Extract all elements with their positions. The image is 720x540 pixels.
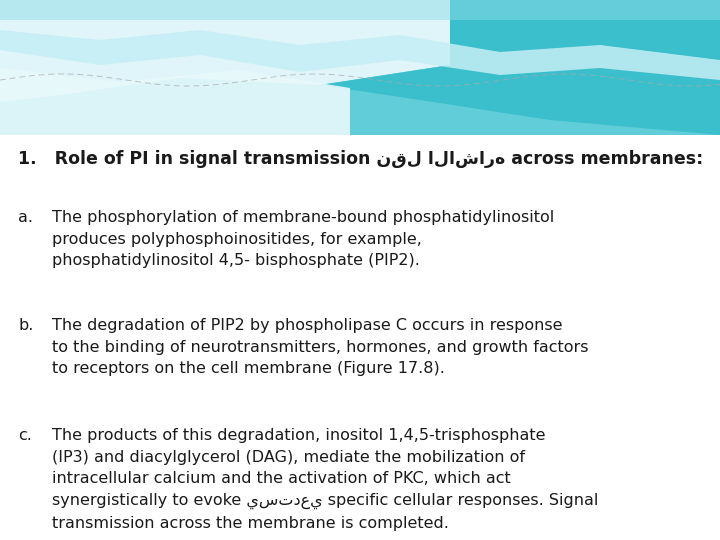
Polygon shape: [280, 0, 720, 135]
Text: c.: c.: [18, 428, 32, 443]
Text: The degradation of PIP2 by phospholipase C occurs in response
to the binding of : The degradation of PIP2 by phospholipase…: [52, 318, 588, 376]
Text: b.: b.: [18, 318, 33, 333]
Polygon shape: [0, 0, 720, 20]
Polygon shape: [0, 0, 450, 135]
Text: a.: a.: [18, 210, 33, 225]
Text: The phosphorylation of membrane-bound phosphatidylinositol
produces polyphosphoi: The phosphorylation of membrane-bound ph…: [52, 210, 554, 268]
Text: The products of this degradation, inositol 1,4,5-trisphosphate
(IP3) and diacylg: The products of this degradation, inosit…: [52, 428, 598, 531]
Polygon shape: [0, 0, 720, 135]
Polygon shape: [0, 30, 720, 80]
Text: 1.   Role of PI in signal transmission نقل الاشاره across membranes:: 1. Role of PI in signal transmission نقل…: [18, 150, 703, 168]
Polygon shape: [0, 68, 350, 135]
